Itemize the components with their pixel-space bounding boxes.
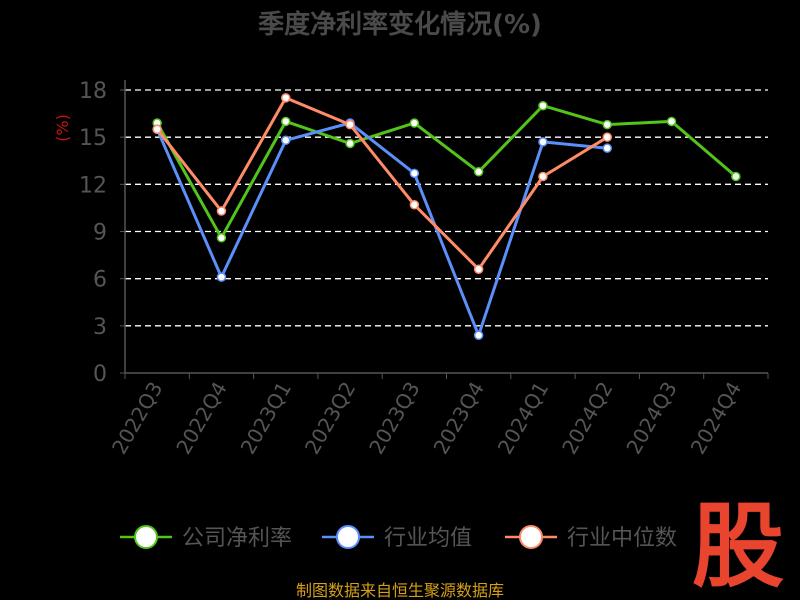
data-point: [538, 100, 548, 111]
logo-mark: 股: [692, 493, 784, 600]
y-tick-label: 3: [93, 315, 107, 340]
data-point: [602, 119, 612, 130]
x-tick-labels: 2022Q3 2022Q4 2023Q1 2023Q2 2023Q3 2023Q4 2024…: [107, 373, 769, 459]
y-tick-label: 6: [93, 268, 107, 293]
series-group: [152, 93, 612, 274]
data-point: [538, 137, 548, 147]
data-point: [216, 206, 227, 216]
data-point: [216, 272, 227, 282]
legend-label: 公司净利率: [182, 526, 292, 551]
legend: 公司净利率 行业均值 行业中位数: [120, 525, 677, 551]
legend-item: 公司净利率: [120, 525, 292, 551]
series-line: [156, 96, 609, 271]
data-point: [409, 200, 420, 210]
legend-swatch-marker: [336, 525, 360, 549]
data-point: [473, 330, 484, 341]
x-tick-label: 2023Q1: [236, 378, 296, 459]
data-point: [281, 93, 291, 103]
data-point: [216, 233, 227, 243]
data-source-text: 制图数据来自恒生聚源数据库: [296, 581, 504, 600]
x-tick-label: 2023Q2: [300, 378, 360, 459]
x-tick-label: 2024Q2: [557, 378, 617, 459]
x-tick-label: 2022Q3: [107, 378, 167, 459]
data-point: [602, 132, 612, 142]
data-point: [602, 143, 612, 153]
x-tick-label: 2023Q4: [429, 378, 489, 459]
data-point: [731, 171, 741, 182]
data-point: [345, 138, 355, 149]
y-tick-label: 12: [79, 173, 107, 198]
data-point: [666, 116, 677, 127]
legend-swatch-marker: [134, 525, 158, 549]
y-tick-label: 18: [79, 79, 107, 104]
series-group: [152, 100, 741, 243]
x-tick-label: 2022Q4: [171, 378, 231, 459]
x-tick-label: 2024Q1: [493, 378, 553, 459]
data-point: [345, 119, 355, 130]
data-point: [538, 171, 548, 182]
chart-title: 季度净利率变化情况(%): [258, 9, 542, 40]
data-point: [281, 116, 291, 127]
y-tick-label: 9: [93, 221, 107, 246]
y-tick-label: 0: [93, 362, 107, 387]
x-tick-label: 2024Q4: [686, 378, 746, 459]
data-point: [281, 135, 291, 146]
data-point: [409, 118, 420, 128]
data-point: [473, 264, 484, 274]
legend-label: 行业中位数: [567, 526, 677, 551]
grid-lines: [125, 89, 768, 327]
x-tick-label: 2023Q3: [364, 378, 424, 459]
series-group: [152, 118, 612, 341]
legend-swatch-marker: [519, 525, 543, 549]
x-tick-label: 2024Q3: [621, 378, 681, 459]
series-lines: [152, 93, 741, 341]
y-tick-labels: 0 3 6 9 12 15 18: [79, 79, 125, 387]
legend-label: 行业均值: [384, 526, 472, 551]
data-point: [473, 167, 484, 177]
data-point: [152, 124, 162, 135]
series-line: [155, 121, 608, 337]
legend-item: 行业均值: [322, 525, 472, 551]
legend-item: 行业中位数: [505, 525, 677, 551]
y-axis-label: (%): [53, 114, 72, 142]
series-line: [155, 104, 737, 240]
data-point: [409, 168, 420, 179]
y-tick-label: 15: [79, 126, 107, 151]
